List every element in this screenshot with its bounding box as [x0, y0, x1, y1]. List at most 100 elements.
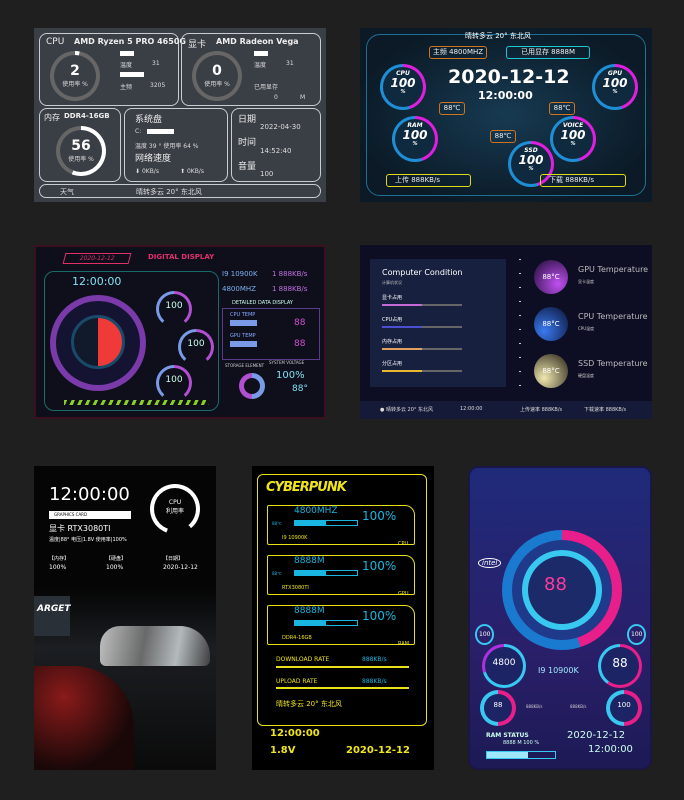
rate-right: 888KB/s — [570, 704, 587, 709]
download-rate: 888KB/s — [362, 656, 387, 663]
storage-pct: 100% — [276, 370, 305, 381]
freq-gauge: 4800 — [482, 644, 526, 688]
title: Computer Condition — [382, 268, 463, 277]
disk-title: 系统盘 — [135, 115, 163, 125]
outer-frame — [257, 474, 427, 726]
datetime-card: 日期 2022-04-30 时间 14:52:40 音量 100 — [231, 108, 321, 182]
race-car-image — [100, 626, 210, 666]
upload-label: UPLOAD RATE — [276, 678, 318, 685]
temp-label: 温度 — [254, 62, 267, 69]
weather: 晴转多云 20° 东北风 — [276, 700, 342, 708]
theme-thumbnail-cyberpunk[interactable]: CYBERPUNK 4800MHZ 88℃ 100% I9 10900K CPU 8888… — [252, 466, 434, 770]
time: 12:00:00 — [478, 89, 533, 102]
small-gauge: 100 — [178, 329, 214, 365]
theme-thumbnail-cyan-hud[interactable]: 晴转多云 20° 东北风 主频 4800MHZ 已用显存 8888M 2020-… — [360, 28, 652, 202]
weather-label: 天气 — [60, 188, 74, 196]
small-gauge: 100 — [156, 291, 192, 327]
ram-card: 内存 DDR4-16GB 56 使用率 % — [39, 108, 121, 182]
gauge-cpu: CPU 100% — [380, 64, 426, 110]
date: 2020-12-12 — [346, 745, 410, 756]
storage-donut — [239, 373, 265, 399]
stripes — [64, 400, 209, 405]
ram-title: RAM STATUS — [486, 732, 529, 739]
usage-label: 使用率 % — [204, 81, 230, 88]
gauge-gpu: GPU 100% — [592, 64, 638, 110]
weather-bar: 天气 晴转多云 20° 东北风 — [39, 184, 321, 198]
date: 2020-12-12 — [567, 730, 626, 741]
title: DIGITAL DISPLAY — [148, 253, 215, 261]
cpu-gauge-sub: 利用率 — [165, 508, 184, 515]
cpu-card: CPU AMD Ryzen 5 PRO 4650G 2 使用率 % 温度 31 … — [39, 33, 186, 106]
ram-label: 内存 — [44, 113, 60, 122]
right-small-gauge: 100 — [627, 624, 647, 645]
freq-tag: 主频 4800MHZ — [429, 46, 487, 59]
disk-drive: C: — [135, 128, 142, 135]
vram-unit: M — [300, 94, 306, 101]
cpu-model: I9 10900K — [222, 270, 258, 278]
bottom-right-gauge: 100 — [606, 690, 642, 726]
time: 12:00:00 — [460, 406, 483, 412]
ram-bar — [486, 751, 556, 759]
volume-label: 音量 — [238, 162, 257, 172]
freq: 4800MHZ — [222, 285, 256, 293]
disk-net-card: 系统盘 C: 温度 39 ° 使用率 64 % 网络速度 ⬇ 0KB/s ⬆ 0… — [124, 108, 228, 182]
upload-rate: 888KB/s — [362, 678, 387, 685]
download-rate: 下载速率 888KB/s — [584, 407, 627, 413]
weather: 晴转多云 20° 东北风 — [465, 32, 531, 40]
theme-thumbnail-gray[interactable]: CPU AMD Ryzen 5 PRO 4650G 2 使用率 % 温度 31 … — [34, 28, 326, 202]
temp-gauge: 88 — [598, 644, 642, 688]
theme-thumbnail-digital-display[interactable]: 2020-12-12 DIGITAL DISPLAY 12:00:00 100 1… — [34, 245, 326, 419]
voltage-label: SYSTEM VOLTAGE — [269, 360, 305, 365]
gpu-model: 显卡 RTX3080TI — [49, 524, 111, 533]
ram-model: DDR4-16GB — [64, 112, 110, 120]
voltage: 1.8V — [270, 745, 296, 756]
date-label: 日期 — [238, 115, 257, 125]
rate-2: 1 888KB/s — [272, 285, 308, 293]
rate-1: 1 888KB/s — [272, 270, 308, 278]
upload-tag: 上传 888KB/s — [386, 174, 471, 187]
weather: ● 晴转多云 20° 东北风 — [380, 407, 433, 413]
cpu-temp-label: CPU TEMP — [230, 312, 256, 318]
ram-usage: 56 — [71, 138, 91, 154]
usage-label: 使用率 % — [62, 81, 88, 88]
gpu-stats: 温度|88° 电压|1.8V 使用率|100% — [49, 537, 127, 543]
usage-label: 使用率 % — [68, 156, 94, 163]
net-down: ⬇ 0KB/s — [135, 168, 159, 175]
cpu-gauge: CPU 利用率 — [150, 484, 200, 534]
ram-value: 8888 M 100 % — [503, 740, 540, 746]
detail-title: DETAILED DATA DISPLAY — [232, 300, 293, 306]
gpu-label: 显卡 — [188, 40, 207, 50]
cpu-usage-ring: 2 使用率 % — [50, 51, 100, 101]
vram-value: 0 — [274, 94, 278, 101]
voltage-temp: 88° — [292, 384, 308, 394]
gpu-temp-tag: 88℃ — [549, 102, 575, 115]
dial-core — [71, 315, 125, 369]
time: 12:00:00 — [588, 744, 633, 755]
disk-info: 温度 39 ° 使用率 64 % — [135, 143, 199, 150]
gpu-temp-label: GPU TEMP — [230, 333, 256, 339]
cpu-freq: 3205 — [150, 82, 166, 89]
theme-thumbnail-racing-photo[interactable]: 12:00:00 GRAPHICS CARD 显卡 RTX3080TI 温度|8… — [34, 466, 216, 770]
cpu-label: CPU — [46, 37, 65, 47]
ssd-temp-tag: 88℃ — [490, 130, 516, 143]
theme-thumbnail-rog-blue[interactable]: 88 intel 100 100 4800 88 I9 10900K 888KB… — [468, 466, 652, 770]
cpu-gauge-label: CPU — [168, 499, 182, 506]
cpu-model: I9 10900K — [538, 666, 579, 675]
cyberpunk-logo: CYBERPUNK — [266, 480, 347, 495]
freq-label: 主频 — [120, 84, 133, 91]
hud-frame — [366, 34, 646, 196]
theme-thumbnail-computer-condition[interactable]: Computer Condition 计算机状况 显卡占用 CPU占用 内存占用 分区… — [360, 245, 652, 419]
gpu-model: AMD Radeon Vega — [216, 37, 299, 46]
date: 2020-12-12 — [448, 66, 570, 88]
inner-ring — [522, 550, 602, 630]
gpu-temp: 88 — [294, 339, 306, 349]
intel-logo: intel — [478, 558, 502, 568]
left-small-gauge: 100 — [475, 624, 495, 645]
time-label: 时间 — [238, 138, 257, 148]
detail-box — [222, 308, 320, 360]
storage-label: STORAGE ELEMENT — [225, 363, 265, 368]
download-tag: 下载 888KB/s — [540, 174, 626, 187]
temp-label: 温度 — [120, 62, 133, 69]
upload-rate: 上传速率 888KB/s — [520, 407, 563, 413]
date: 2020-12-12 — [62, 253, 132, 264]
